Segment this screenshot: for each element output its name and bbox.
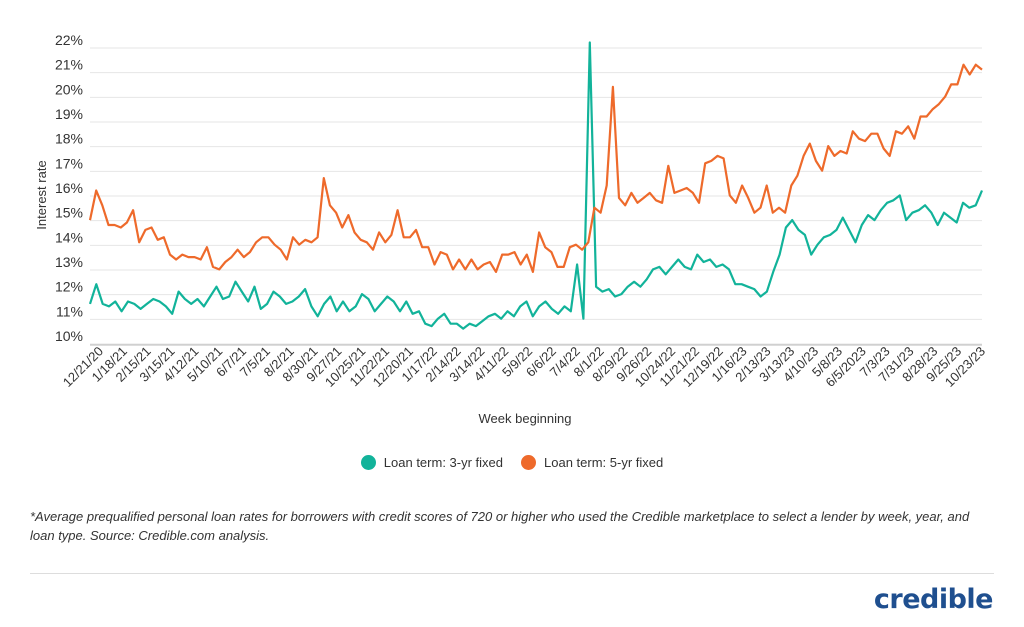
line-chart: 10%11%12%13%14%15%16%17%18%19%20%21%22%1… [34, 32, 988, 426]
credible-logo: credible [873, 584, 994, 615]
footer-divider [30, 573, 994, 574]
x-axis-title: Week beginning [479, 411, 572, 426]
legend-item-3yr: Loan term: 3-yr fixed [360, 455, 503, 470]
y-tick-label: 15% [55, 205, 83, 221]
y-tick-label: 22% [55, 32, 83, 48]
y-tick-label: 16% [55, 180, 83, 196]
legend-swatch-5yr [521, 455, 536, 470]
y-tick-label: 12% [55, 279, 83, 295]
legend-item-5yr: Loan term: 5-yr fixed [521, 455, 663, 470]
legend-label-3yr: Loan term: 3-yr fixed [383, 455, 503, 470]
legend: Loan term: 3-yr fixed Loan term: 5-yr fi… [0, 455, 1024, 470]
y-tick-label: 21% [55, 57, 83, 73]
chart-footnote: *Average prequalified personal loan rate… [30, 509, 970, 543]
y-tick-label: 14% [55, 229, 83, 245]
series-line-3yr [88, 41, 984, 330]
y-tick-label: 10% [55, 328, 83, 344]
y-tick-label: 11% [56, 303, 83, 319]
legend-swatch-3yr [360, 455, 376, 470]
y-tick-label: 19% [55, 106, 83, 122]
y-axis-title: Interest rate [34, 160, 49, 229]
legend-label-5yr: Loan term: 5-yr fixed [544, 455, 664, 470]
y-tick-label: 20% [55, 81, 83, 97]
y-tick-label: 18% [55, 131, 83, 147]
y-tick-label: 13% [55, 254, 83, 270]
series-line-5yr [88, 63, 983, 273]
y-tick-label: 17% [55, 155, 83, 171]
